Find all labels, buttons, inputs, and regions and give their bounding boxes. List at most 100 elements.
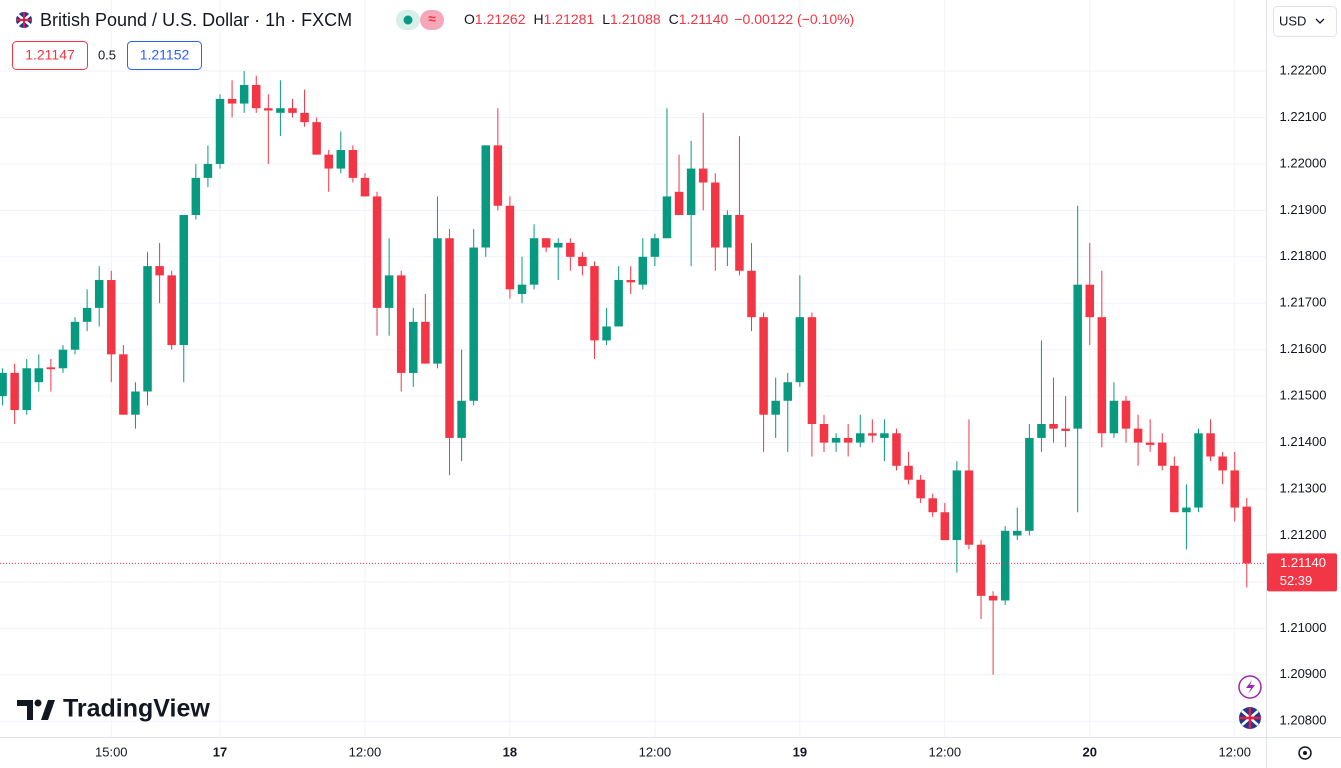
candle-body xyxy=(433,238,442,364)
candle-body xyxy=(336,150,346,169)
candle-body xyxy=(191,177,201,216)
candle-body xyxy=(348,150,358,178)
candle-body xyxy=(58,349,68,369)
candle-body xyxy=(324,154,333,169)
candle-body xyxy=(372,196,382,308)
y-tick-label: 1.21300 xyxy=(1280,480,1327,495)
y-tick-label: 1.21600 xyxy=(1280,341,1327,356)
price-axis: 1.22200 1.22100 1.22000 1.21900 1.21800 1.217… xyxy=(1280,62,1327,727)
y-tick-label: 1.22000 xyxy=(1280,155,1327,170)
time-axis: 15:00 17 12:00 18 12:00 19 12:00 20 12:00 xyxy=(95,744,1251,759)
x-tick-label: 12:00 xyxy=(639,744,672,759)
flag-cross xyxy=(16,12,32,28)
candle-body xyxy=(747,270,756,318)
candle-body xyxy=(843,437,853,443)
candle-body xyxy=(1085,284,1095,318)
data-delay-badge[interactable] xyxy=(420,10,444,30)
candle-body xyxy=(215,98,225,164)
countdown: 52:39 xyxy=(1280,573,1313,588)
candle-body xyxy=(46,367,56,370)
candle-body xyxy=(928,498,937,513)
candle-body xyxy=(312,122,321,155)
candle-body xyxy=(143,266,152,392)
candle-body xyxy=(566,242,575,257)
candle-body xyxy=(976,544,986,596)
candle-body xyxy=(94,280,104,308)
x-tick-label: 12:00 xyxy=(929,744,962,759)
dropdown-arrow xyxy=(1315,18,1325,24)
y-tick-label: 1.21700 xyxy=(1280,295,1327,310)
flag-cross xyxy=(1239,707,1261,729)
currency-button[interactable] xyxy=(1273,6,1337,37)
candle-body xyxy=(445,238,454,438)
candle-body xyxy=(880,433,889,438)
candle-body xyxy=(1061,428,1070,431)
logo-mark xyxy=(34,699,42,707)
ohlc-value: 1.21281 xyxy=(544,11,595,27)
candle-body xyxy=(1170,465,1179,513)
candle-body xyxy=(783,382,793,401)
candle-body xyxy=(940,512,950,541)
candle-body xyxy=(831,437,841,443)
candle-body xyxy=(1049,423,1058,429)
spread: 0.5 xyxy=(98,47,116,62)
price-change: −0.00122 (−0.10%) xyxy=(734,11,854,27)
y-tick-label: 1.21500 xyxy=(1280,388,1327,403)
candle-body xyxy=(855,433,865,443)
settings-icon[interactable] xyxy=(1298,746,1312,760)
candle-body xyxy=(107,280,116,355)
x-tick-label: 17 xyxy=(213,744,227,759)
candle-body xyxy=(1097,317,1107,434)
candle-body xyxy=(300,112,309,123)
candle-body xyxy=(288,108,297,113)
brand-name: TradingView xyxy=(63,695,210,723)
ohlc-value: 1.21262 xyxy=(475,11,526,27)
bid-price: 1.21147 xyxy=(25,47,75,63)
candle-body xyxy=(638,256,648,285)
candle-body xyxy=(1157,442,1167,466)
ohlc-key: C xyxy=(669,11,679,27)
y-tick-label: 1.22100 xyxy=(1280,109,1327,124)
brand-logo: TradingView xyxy=(17,695,210,723)
candle-body xyxy=(759,317,768,415)
currency-label: USD xyxy=(1279,13,1306,28)
candle-body xyxy=(988,595,998,601)
y-tick-label: 1.20900 xyxy=(1280,666,1327,681)
candle-body xyxy=(227,98,237,104)
x-tick-label: 12:00 xyxy=(349,744,382,759)
candle-body xyxy=(916,479,925,499)
y-tick-label: 1.21800 xyxy=(1280,248,1327,263)
symbol-title: British Pound / U.S. Dollar · 1h · FXCM xyxy=(40,10,352,30)
last-price-label: 1.21140 xyxy=(1280,555,1326,570)
candle-body xyxy=(276,108,285,113)
candle-body xyxy=(264,108,273,111)
x-tick-label: 12:00 xyxy=(1218,744,1251,759)
candle-body xyxy=(1025,437,1034,531)
x-tick-label: 19 xyxy=(793,744,807,759)
candle-body xyxy=(795,317,805,383)
candle-body xyxy=(626,280,635,283)
candle-body xyxy=(541,238,551,248)
candle-body xyxy=(384,275,394,308)
y-tick-label: 1.21900 xyxy=(1280,202,1327,217)
logo-mark xyxy=(41,700,55,720)
settings-dot xyxy=(1303,751,1307,755)
candle-body xyxy=(409,321,418,373)
candle-body xyxy=(1206,433,1215,457)
candle-body xyxy=(22,368,31,411)
candle-body xyxy=(686,168,696,216)
sell-button[interactable] xyxy=(12,41,88,70)
candle-body xyxy=(892,433,901,466)
candle-body xyxy=(614,280,623,327)
y-tick-label: 1.21400 xyxy=(1280,434,1327,449)
candle-body xyxy=(1133,428,1143,443)
candle-body xyxy=(493,145,503,206)
candle-body xyxy=(964,470,974,545)
candle-body xyxy=(396,275,406,373)
candle-body xyxy=(807,317,817,424)
ohlc-value: 1.21140 xyxy=(679,11,729,27)
buy-button[interactable] xyxy=(127,41,202,70)
ohlc-key: L xyxy=(602,11,610,27)
candle-body xyxy=(167,275,176,346)
candle-body xyxy=(1145,442,1155,445)
